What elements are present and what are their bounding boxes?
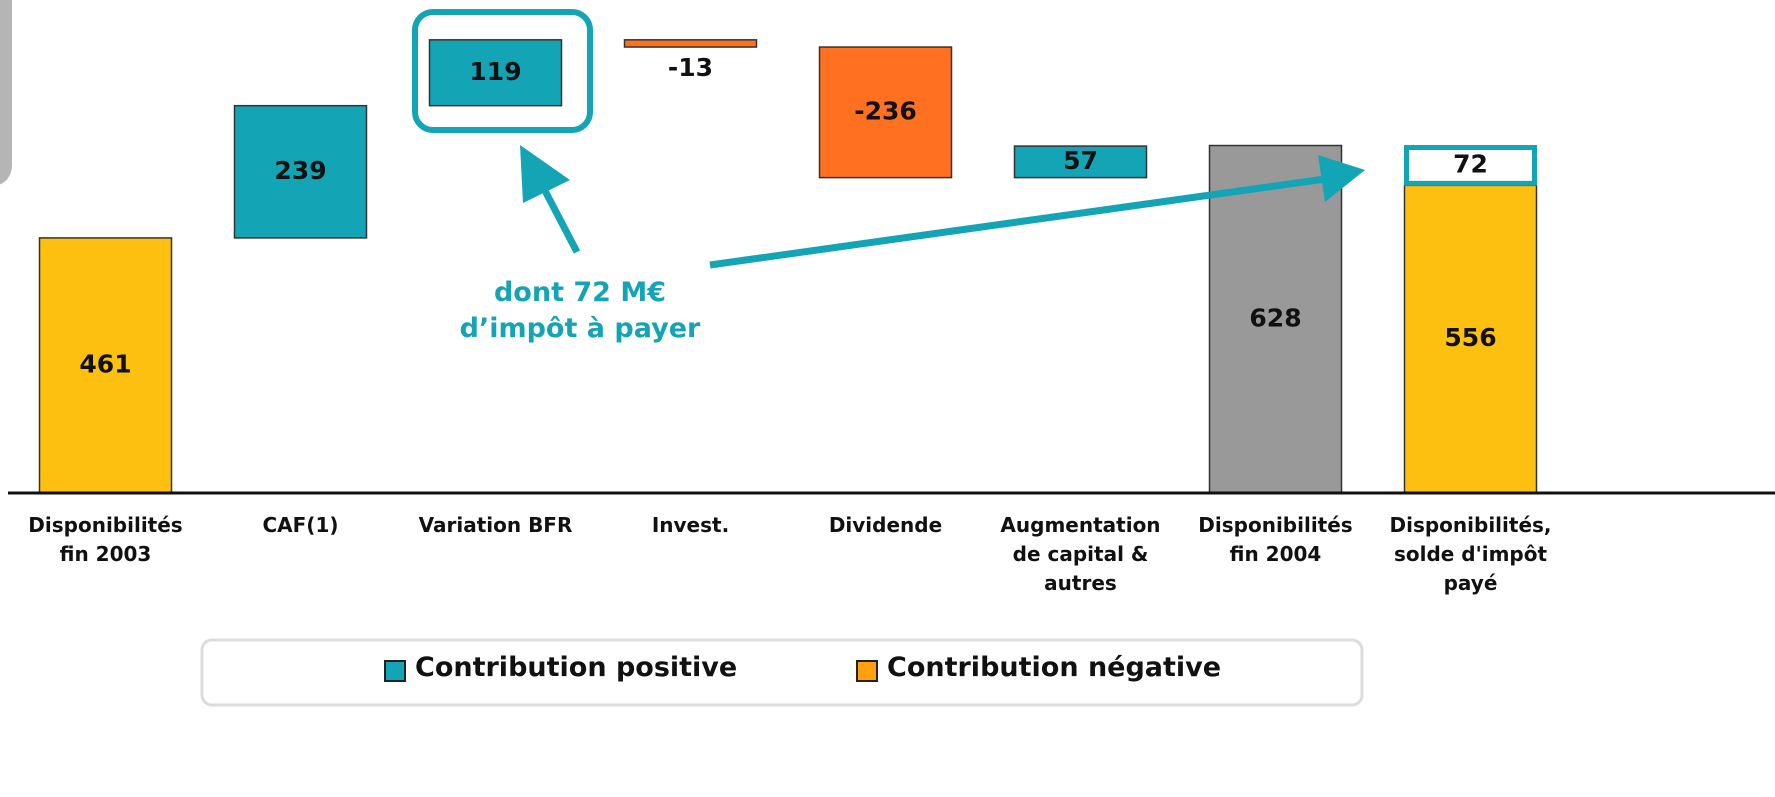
tax-box bbox=[1404, 145, 1537, 186]
bar bbox=[38, 237, 173, 494]
value-label: 119 bbox=[469, 57, 521, 86]
bar bbox=[1208, 144, 1343, 494]
legend-swatch bbox=[856, 660, 878, 682]
x-tick-label: CAF(1) bbox=[262, 513, 339, 537]
side-shape bbox=[0, 0, 12, 185]
value-label: 72 bbox=[1453, 149, 1488, 178]
x-tick-label: Dividende bbox=[828, 513, 943, 537]
arrow bbox=[709, 155, 1365, 269]
bar bbox=[428, 39, 563, 107]
value-label: -236 bbox=[854, 96, 917, 125]
x-tick-label: Disponibilités fin 2004 bbox=[1198, 513, 1353, 566]
value-label: 461 bbox=[79, 349, 131, 378]
bar bbox=[818, 46, 953, 179]
bar bbox=[1403, 184, 1538, 494]
legend-swatch bbox=[384, 660, 406, 682]
value-label: 57 bbox=[1063, 146, 1098, 175]
value-label: -13 bbox=[668, 53, 713, 82]
x-tick-label: Invest. bbox=[651, 513, 730, 537]
bar bbox=[623, 39, 758, 48]
x-tick-label: Variation BFR bbox=[418, 513, 573, 537]
bar bbox=[233, 104, 368, 239]
legend-box bbox=[200, 638, 1364, 707]
legend-label: Contribution négative bbox=[887, 652, 1222, 683]
annotation: dont 72 M€ d’impôt à payer bbox=[459, 277, 701, 344]
legend-label: Contribution positive bbox=[415, 652, 738, 683]
x-tick-label: Disponibilités fin 2003 bbox=[28, 513, 183, 566]
arrow bbox=[520, 145, 581, 254]
x-tick-label: Augmentation de capital & autres bbox=[1000, 513, 1161, 595]
highlight-box bbox=[412, 9, 593, 133]
x-tick-label: Disponibilités, solde d'impôt payé bbox=[1389, 513, 1552, 595]
value-label: 239 bbox=[274, 156, 326, 185]
value-label: 556 bbox=[1444, 323, 1496, 352]
value-label: 628 bbox=[1249, 303, 1301, 332]
bar bbox=[1013, 145, 1148, 179]
